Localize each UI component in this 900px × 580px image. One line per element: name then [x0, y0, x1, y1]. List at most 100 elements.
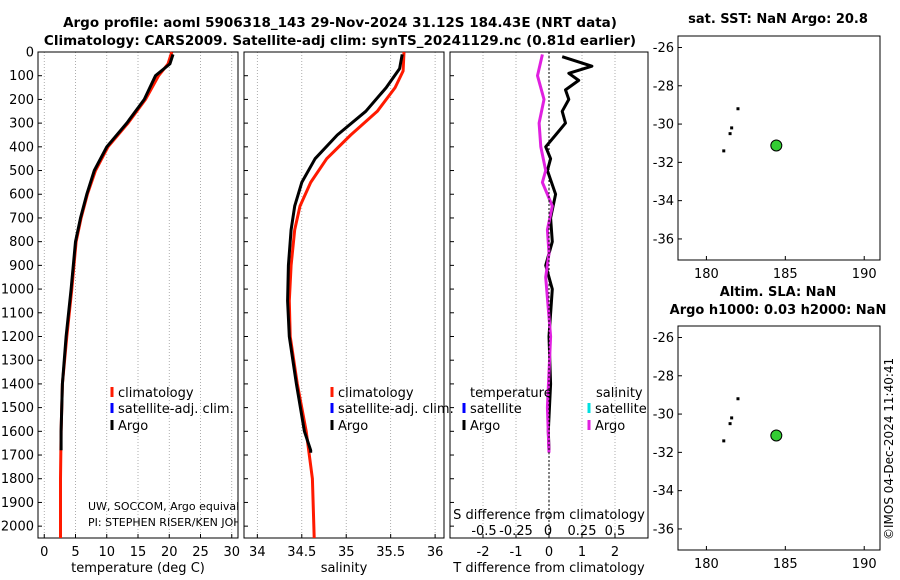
y-tick-label: 0: [26, 46, 34, 61]
legend-t-argo-label: Argo: [470, 419, 500, 434]
s-tick-4: 0.5: [605, 524, 626, 539]
series-line-s-difference-argo-: [536, 54, 554, 453]
y-tick-label: -30: [653, 118, 674, 133]
track-point: [728, 132, 732, 136]
temperature-x-axis-label: temperature (deg C): [71, 561, 205, 576]
x-tick-label: 0: [545, 545, 553, 560]
y-tick-label: 200: [9, 93, 34, 108]
series-line-argo: [286, 54, 404, 453]
track-point: [730, 126, 734, 130]
y-tick-label: 1200: [1, 330, 34, 345]
y-tick-label: 1400: [1, 377, 34, 392]
series-line-climatology: [59, 51, 174, 538]
figure-title-line1: Argo profile: aoml 5906318_143 29-Nov-20…: [63, 15, 617, 31]
x-tick-label: 185: [773, 557, 798, 572]
legend-argo-label: Argo: [338, 419, 368, 434]
sla-map-title: Altim. SLA: NaN: [720, 285, 836, 300]
s-tick-2: 0: [544, 524, 552, 539]
figure-title-line2: Climatology: CARS2009. Satellite-adj cli…: [44, 33, 636, 49]
salinity-axes-frame: [243, 51, 445, 539]
y-tick-label: -26: [653, 41, 674, 56]
y-tick-label: -34: [653, 484, 674, 499]
y-tick-label: 1800: [1, 472, 34, 487]
y-tick-label: 1600: [1, 425, 34, 440]
legend-s-argo-label: Argo: [595, 419, 625, 434]
legend-satellite-label: satellite-adj. clim.: [118, 402, 234, 417]
x-tick-label: 30: [223, 545, 240, 560]
series-line-t-difference-argo-: [544, 55, 594, 451]
y-tick-label: 400: [9, 140, 34, 155]
x-tick-label: 34.5: [287, 545, 316, 560]
x-tick-label: 35.5: [376, 545, 405, 560]
x-tick-label: 25: [192, 545, 209, 560]
y-tick-label: 1900: [1, 496, 34, 511]
series-line-climatology: [287, 51, 406, 539]
x-tick-label: -1: [510, 545, 523, 560]
y-tick-label: 700: [9, 211, 34, 226]
float-position-marker: [770, 429, 783, 442]
temperature-legend: climatology satellite-adj. clim. Argo: [110, 386, 234, 434]
y-tick-label: 1500: [1, 401, 34, 416]
y-tick-label: -28: [653, 79, 674, 94]
y-tick-label: -36: [653, 232, 674, 247]
sst-map-title: sat. SST: NaN Argo: 20.8: [688, 12, 868, 27]
track-point: [730, 416, 734, 420]
x-tick-label: 34: [249, 545, 266, 560]
y-tick-label: 500: [9, 164, 34, 179]
x-tick-label: 10: [98, 545, 115, 560]
track-point: [736, 107, 740, 111]
owner-text-clip: UW, SOCCOM, Argo equivale PI: STEPHEN RI…: [88, 500, 250, 529]
s-tick-0: -0.5: [471, 524, 496, 539]
y-tick-label: 600: [9, 188, 34, 203]
x-tick-label: -2: [477, 545, 490, 560]
salinity-legend: climatology satellite-adj. clim. Argo: [330, 386, 454, 434]
sla-map-subtitle: Argo h1000: 0.03 h2000: NaN: [670, 303, 887, 318]
y-tick-label: -34: [653, 194, 674, 209]
float-position-marker: [770, 139, 783, 152]
x-tick-label: 180: [694, 267, 719, 282]
y-tick-label: 1300: [1, 354, 34, 369]
legend-climatology-label: climatology: [338, 386, 414, 401]
x-tick-label: 36: [427, 545, 444, 560]
y-tick-label: -28: [653, 369, 674, 384]
legend-salinity-title: salinity: [596, 386, 643, 401]
y-tick-label: -32: [653, 446, 674, 461]
x-tick-label: 180: [694, 557, 719, 572]
s-difference-caption: S difference from climatology: [453, 508, 645, 523]
x-tick-label: 2: [611, 545, 619, 560]
series-line-argo: [59, 53, 175, 451]
legend-argo-label: Argo: [118, 419, 148, 434]
s-tick-1: -0.25: [499, 524, 533, 539]
track-point: [728, 422, 732, 426]
difference-x-axis-label: T difference from climatology: [452, 561, 645, 576]
owner-line1: UW, SOCCOM, Argo equivale: [88, 500, 246, 513]
x-tick-label: 20: [161, 545, 178, 560]
legend-t-satellite-label: satellite: [470, 402, 522, 417]
owner-line2: PI: STEPHEN RISER/KEN JOHN: [88, 516, 250, 529]
y-tick-label: -26: [653, 331, 674, 346]
s-tick-3: 0.25: [568, 524, 597, 539]
y-tick-label: 300: [9, 117, 34, 132]
x-tick-label: 35: [338, 545, 355, 560]
track-point: [722, 149, 726, 153]
legend-satellite-label: satellite-adj. clim.: [338, 402, 454, 417]
y-tick-label: -36: [653, 522, 674, 537]
x-tick-label: 185: [773, 267, 798, 282]
track-point: [722, 439, 726, 443]
legend-s-satellite-label: satellite: [595, 402, 647, 417]
x-tick-label: 1: [578, 545, 586, 560]
x-tick-label: 15: [130, 545, 147, 560]
legend-temperature-title: temperature: [470, 386, 552, 401]
y-tick-label: 900: [9, 259, 34, 274]
x-tick-label: 5: [71, 545, 79, 560]
y-tick-label: -30: [653, 408, 674, 423]
y-tick-label: 1000: [1, 283, 34, 298]
x-tick-label: 0: [40, 545, 48, 560]
imos-timestamp: ©IMOS 04-Dec-2024 11:40:41: [882, 358, 896, 540]
x-tick-label: 190: [852, 557, 877, 572]
salinity-x-axis-label: salinity: [321, 561, 368, 576]
difference-legend: temperature salinity satellite Argo sate…: [462, 386, 647, 434]
y-tick-label: 1100: [1, 306, 34, 321]
sla_map-axes-frame: [677, 325, 881, 551]
